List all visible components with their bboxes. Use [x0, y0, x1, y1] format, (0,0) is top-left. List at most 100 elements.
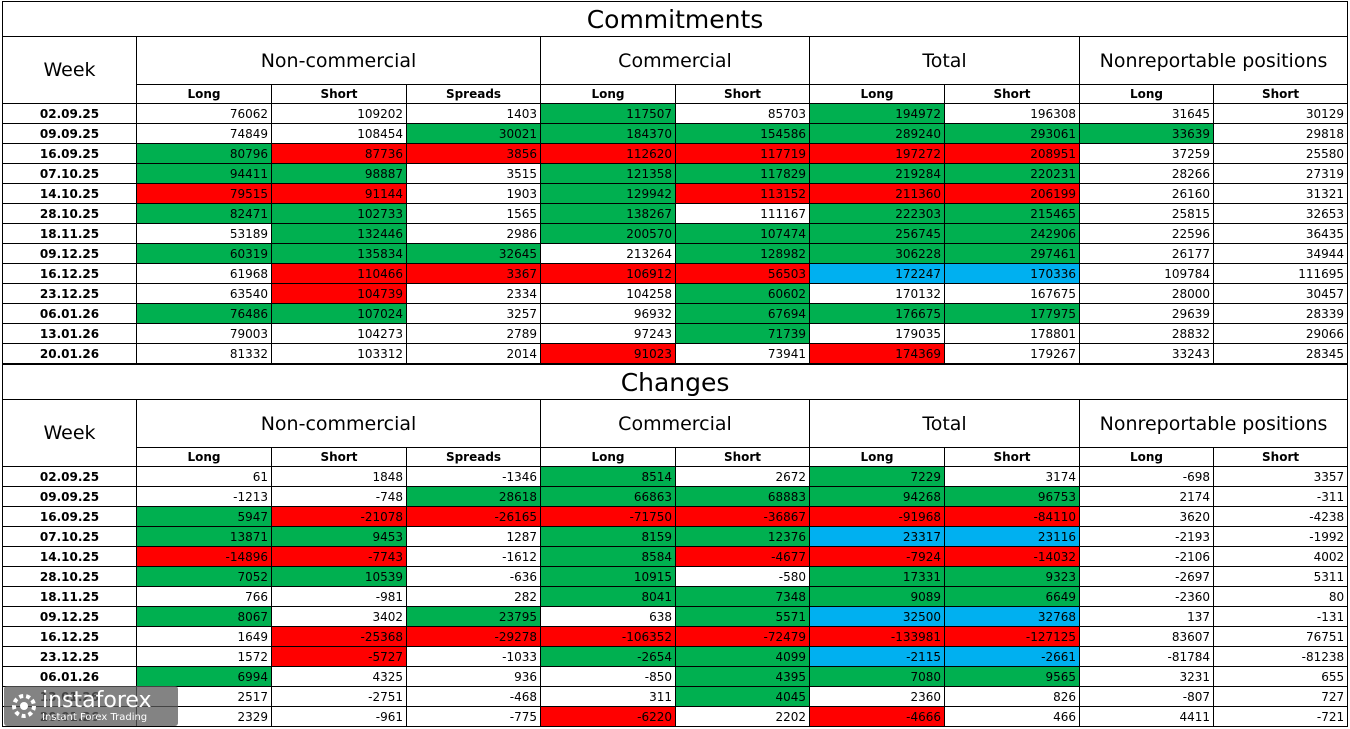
cell: 3174	[944, 466, 1080, 487]
cell: 10539	[271, 566, 407, 587]
cell: 9565	[944, 666, 1080, 687]
cell: 80796	[136, 143, 272, 164]
cell: 103312	[271, 343, 407, 364]
cell: -36867	[675, 506, 810, 527]
group-header: Nonreportable positions	[1078, 36, 1349, 85]
cell: 111695	[1212, 263, 1349, 284]
cell: 117829	[675, 163, 810, 184]
subheader: Long	[136, 84, 272, 104]
cell: 91023	[540, 343, 676, 364]
subheader: Short	[944, 447, 1080, 467]
cell: -2106	[1079, 546, 1214, 567]
data-row: 28.10.25 7052 10539 -636 10915 -580 17331 9323-…	[2, 566, 1349, 587]
data-row: 23.12.25 1572 -5727 -1033 -2654 4099 -2115 -266…	[2, 646, 1349, 667]
cell: 28618	[406, 486, 541, 507]
cell: -468	[406, 686, 541, 707]
data-row: 23.12.25 63540 104739 2334 104258 60602 170132…	[2, 283, 1349, 304]
cell: 3515	[406, 163, 541, 184]
cell: 297461	[944, 243, 1080, 264]
cell: -807	[1079, 686, 1214, 707]
subheader: Long	[1079, 84, 1214, 104]
subheader: Long	[809, 84, 945, 104]
subheader: Long	[809, 447, 945, 467]
cell: 71739	[675, 323, 810, 344]
data-row: 13.01.262517-2751-46831140452360826-8077…	[2, 686, 1349, 707]
cell: 8514	[540, 466, 676, 487]
week: 02.09.25	[2, 466, 137, 487]
week: 02.09.25	[2, 103, 137, 124]
cell: 60319	[136, 243, 272, 264]
cell: 197272	[809, 143, 945, 164]
cell: 655	[1212, 666, 1349, 687]
cell: -106352	[540, 626, 676, 647]
cell: 106912	[540, 263, 676, 284]
week: 07.10.25	[2, 163, 137, 184]
cell: -2661	[944, 646, 1080, 667]
group-header: Commercial	[540, 36, 810, 85]
group-row: Week Non-commercial Commercial Total Nonrepo…	[2, 399, 1349, 467]
cell: 94268	[809, 486, 945, 507]
data-row: 09.09.25 74849 108454 30021 184370 154586 2892…	[2, 123, 1349, 144]
cell: 172247	[809, 263, 945, 284]
subheader: Short	[1212, 84, 1349, 104]
data-row: 02.09.25 76062 109202 1403 117507 85703 194972…	[2, 103, 1349, 124]
group-header: Non-commercial	[136, 399, 541, 448]
cell: 109202	[271, 103, 407, 124]
cell: 137	[1079, 606, 1214, 627]
cell: 30457	[1212, 283, 1349, 304]
cell: 79003	[136, 323, 272, 344]
cell: 1403	[406, 103, 541, 124]
week: 09.12.25	[2, 243, 137, 264]
cell: 112620	[540, 143, 676, 164]
cell: -1033	[406, 646, 541, 667]
cell: 37259	[1079, 143, 1214, 164]
cell: 215465	[944, 203, 1080, 224]
cell: 85703	[675, 103, 810, 124]
subheader: Long	[1079, 447, 1214, 467]
cell: 3231	[1079, 666, 1214, 687]
cell: -2115	[809, 646, 945, 667]
cell: 10915	[540, 566, 676, 587]
cell: 104739	[271, 283, 407, 304]
cell: 4411	[1079, 706, 1214, 727]
subheader-row: Long Short Spreads Long Short Long Short Long Sh…	[3, 447, 1349, 467]
cell: -311	[1212, 486, 1349, 507]
cell: 107024	[271, 303, 407, 324]
cell: 200570	[540, 223, 676, 244]
cell: 32768	[944, 606, 1080, 627]
cell: -14032	[944, 546, 1080, 567]
data-row: 06.01.26 76486 107024 3257 96932 67694 176675 1…	[2, 303, 1349, 324]
cell: 96932	[540, 303, 676, 324]
cell: 129942	[540, 183, 676, 204]
cell: 26177	[1079, 243, 1214, 264]
cell: 12376	[675, 526, 810, 547]
week: 18.11.25	[2, 586, 137, 607]
cell: 174369	[809, 343, 945, 364]
cell: -721	[1212, 706, 1349, 727]
data-row: 18.11.25 53189 132446 2986 200570 107474 25674…	[2, 223, 1349, 244]
group-header: Non-commercial	[136, 36, 541, 85]
brand: instaforex	[42, 688, 152, 713]
section-title: Changes	[1, 364, 1349, 400]
data-table: Changes Week Non-commercial Commercial Total…	[1, 364, 1349, 727]
week: 09.09.25	[2, 486, 137, 507]
cell: 3402	[271, 606, 407, 627]
cell: -775	[406, 706, 541, 727]
cell: 17331	[809, 566, 945, 587]
cell: 32500	[809, 606, 945, 627]
cell: 1848	[271, 466, 407, 487]
data-row: 13.01.26 79003 104273 2789 97243 71739 179035 1…	[2, 323, 1349, 344]
cell: -4238	[1212, 506, 1349, 527]
cell: 8067	[136, 606, 272, 627]
cell: 8159	[540, 526, 676, 547]
cell: 211360	[809, 183, 945, 204]
cell: 179267	[944, 343, 1080, 364]
cell: -131	[1212, 606, 1349, 627]
logo	[12, 694, 36, 718]
cell: -981	[271, 586, 407, 607]
week: 16.12.25	[2, 263, 137, 284]
cell: -748	[271, 486, 407, 507]
cell: 213264	[540, 243, 676, 264]
title-row: Commitments	[1, 1, 1349, 37]
cell: 29639	[1079, 303, 1214, 324]
